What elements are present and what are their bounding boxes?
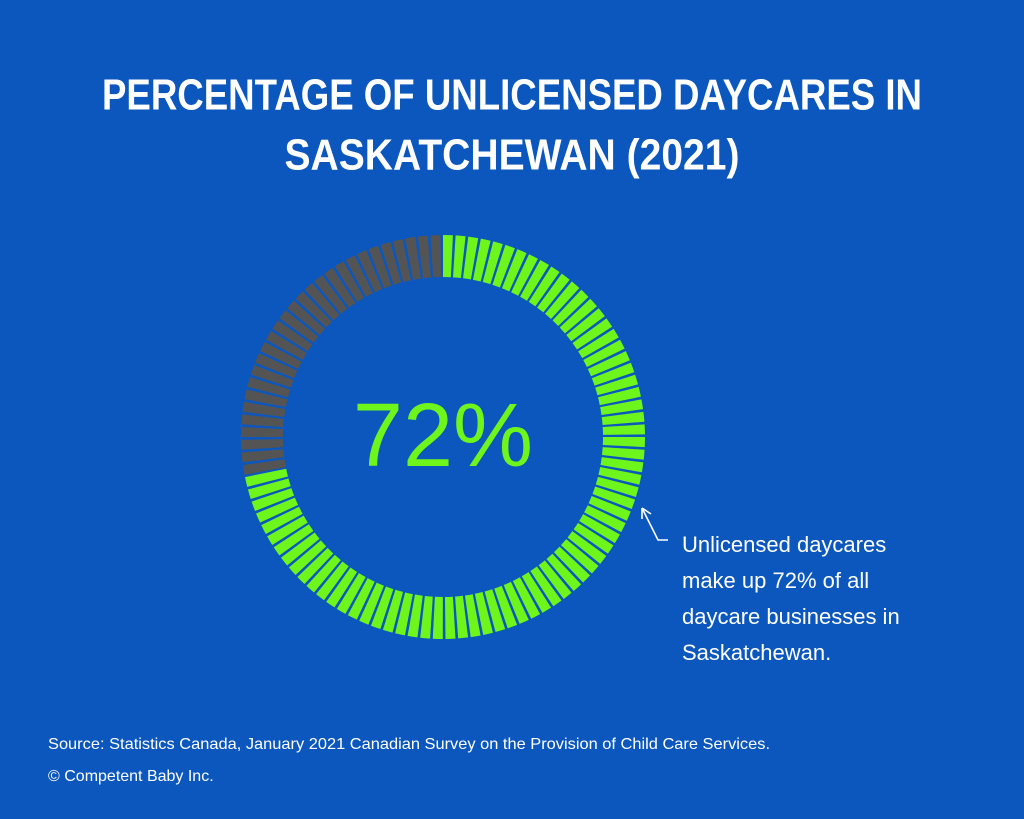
annotation-arrow xyxy=(641,507,668,541)
annotation: Unlicensed daycares make up 72% of all d… xyxy=(682,532,900,665)
donut xyxy=(241,235,645,639)
copyright: © Competent Baby Inc. xyxy=(48,768,214,785)
annotation-line: Saskatchewan. xyxy=(682,640,831,665)
source: Source: Statistics Canada, January 2021 … xyxy=(48,736,770,753)
annotation-line: Unlicensed daycares xyxy=(682,532,886,557)
chart-title: SASKATCHEWAN (2021) xyxy=(285,131,740,180)
chart-title: PERCENTAGE OF UNLICENSED DAYCARES IN xyxy=(102,71,922,120)
annotation-line: daycare businesses in xyxy=(682,604,900,629)
donut-segment xyxy=(244,235,645,639)
center-label: 72% xyxy=(353,386,533,486)
annotation-line: make up 72% of all xyxy=(682,568,869,593)
donut-segment xyxy=(241,235,444,475)
